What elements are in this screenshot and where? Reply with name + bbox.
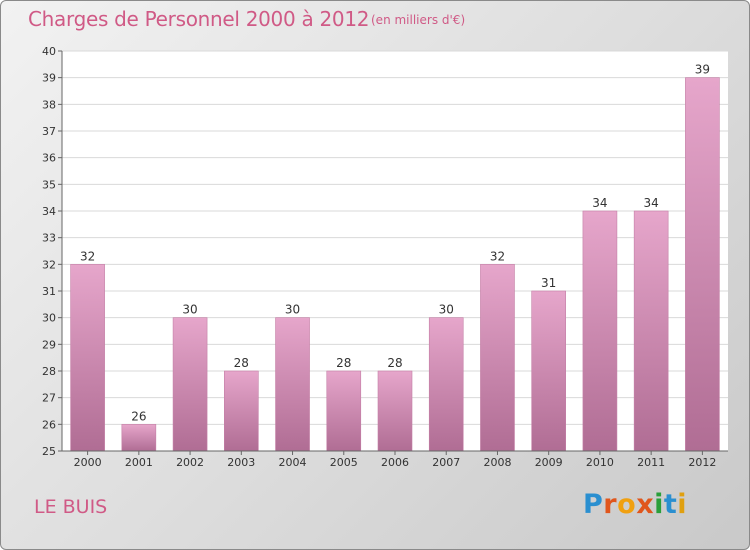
y-tick-label: 30 xyxy=(42,312,56,325)
y-tick-label: 25 xyxy=(42,445,56,458)
bar-2007 xyxy=(428,317,464,452)
bar-value-label: 32 xyxy=(80,249,95,263)
bar-2010 xyxy=(582,210,618,452)
x-tick-label: 2007 xyxy=(432,456,460,469)
bar-value-label: 30 xyxy=(182,303,197,317)
chart-title: Charges de Personnel 2000 à 2012 xyxy=(28,7,370,31)
x-tick-label: 2000 xyxy=(74,456,102,469)
y-tick-label: 37 xyxy=(42,125,56,138)
y-tick-label: 34 xyxy=(42,205,56,218)
x-tick-label: 2004 xyxy=(279,456,307,469)
y-tick-label: 39 xyxy=(42,72,56,85)
logo-letter: t xyxy=(663,489,678,520)
bar-value-label: 26 xyxy=(131,409,146,423)
y-tick-label: 26 xyxy=(42,418,56,431)
bars: 32 26 30 28 30 28 28 30 32 31 34 34 39 xyxy=(70,63,720,452)
bar-2005 xyxy=(326,370,362,452)
x-tick-label: 2005 xyxy=(330,456,358,469)
x-tick-label: 2010 xyxy=(586,456,614,469)
logo-letter: r xyxy=(603,489,618,520)
commune-name: LE BUIS xyxy=(34,496,108,518)
y-tick-label: 31 xyxy=(42,285,56,298)
logo-letter: P xyxy=(583,489,604,520)
bar-value-label: 30 xyxy=(439,303,454,317)
bar-value-label: 34 xyxy=(592,196,607,210)
proxiti-logo[interactable]: Proxiti xyxy=(583,489,687,520)
bar-value-label: 28 xyxy=(387,356,402,370)
chart-unit: (en milliers d'€) xyxy=(371,13,466,27)
y-tick-label: 35 xyxy=(42,178,56,191)
x-tick-label: 2002 xyxy=(176,456,204,469)
bar-value-label: 31 xyxy=(541,276,556,290)
bar-value-label: 28 xyxy=(234,356,249,370)
logo-letter: o xyxy=(617,489,637,520)
y-tick-label: 38 xyxy=(42,98,56,111)
x-tick-label: 2006 xyxy=(381,456,409,469)
bar-2009 xyxy=(531,290,566,452)
y-tick-label: 36 xyxy=(42,152,56,165)
x-axis: 2000 2001 2002 2003 2004 2005 2006 2007 2008 2009… xyxy=(62,450,728,469)
logo-letter: i xyxy=(677,489,688,520)
bar-2012 xyxy=(685,77,720,452)
y-axis: 25 26 27 28 29 30 31 32 33 34 35 36 37 38 39 40 xyxy=(42,45,63,458)
bar-2001 xyxy=(121,424,157,452)
bar-2004 xyxy=(275,317,310,452)
bar-2002 xyxy=(172,317,208,452)
logo-letter: i xyxy=(654,489,664,520)
y-tick-label: 33 xyxy=(42,232,56,245)
x-tick-label: 2003 xyxy=(227,456,255,469)
y-tick-label: 28 xyxy=(42,365,56,378)
y-tick-label: 40 xyxy=(42,45,56,58)
bar-2011 xyxy=(633,210,669,452)
bar-2003 xyxy=(224,370,259,452)
bar-value-label: 34 xyxy=(644,196,659,210)
y-tick-label: 32 xyxy=(42,258,56,271)
bar-2000 xyxy=(70,264,105,452)
x-tick-label: 2012 xyxy=(688,456,716,469)
bar-2008 xyxy=(480,264,515,452)
x-tick-label: 2009 xyxy=(535,456,563,469)
y-tick-label: 29 xyxy=(42,338,56,351)
bar-value-label: 28 xyxy=(336,356,351,370)
bar-value-label: 39 xyxy=(695,63,710,77)
x-tick-label: 2011 xyxy=(637,456,665,469)
logo-letter: x xyxy=(636,489,655,520)
x-tick-label: 2008 xyxy=(483,456,511,469)
bar-value-label: 30 xyxy=(285,303,300,317)
x-tick-label: 2001 xyxy=(125,456,153,469)
bar-value-label: 32 xyxy=(490,249,505,263)
y-tick-label: 27 xyxy=(42,392,56,405)
bar-2006 xyxy=(377,370,413,452)
